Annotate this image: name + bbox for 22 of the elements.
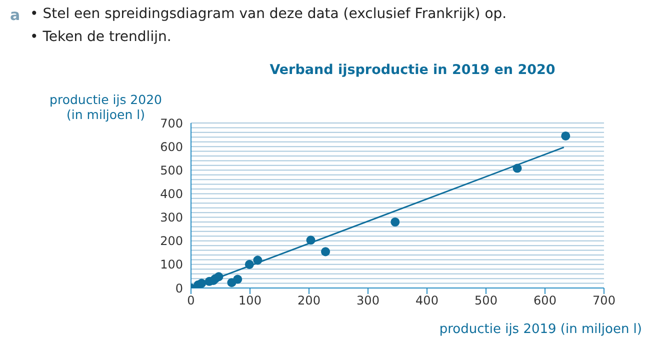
x-tick-label: 700 — [592, 294, 616, 308]
chart-title: Verband ijsproductie in 2019 en 2020 — [268, 62, 556, 78]
y-tick-label: 700 — [160, 116, 183, 130]
y-tick-label: 0 — [175, 281, 183, 296]
y-tick-label: 300 — [160, 210, 183, 225]
y-tick-label: 100 — [160, 258, 183, 272]
x-tick-label: 0 — [187, 294, 195, 308]
x-tick-label: 300 — [356, 294, 380, 308]
x-tick-label: 100 — [238, 294, 262, 308]
text: • Teken de trendlijn. — [30, 29, 172, 45]
y-tick-label: 600 — [160, 140, 183, 154]
x-tick-label: 400 — [416, 294, 438, 308]
text: • Stel een spreidingsdiagram van deze data (exclusief Frankrijk) op. — [30, 6, 507, 22]
text: a — [10, 6, 20, 24]
y-tick-label: 200 — [160, 234, 183, 248]
y-tick-label: 500 — [160, 163, 183, 178]
x-tick-label: 500 — [474, 294, 498, 308]
x-axis-title: productie ijs 2019 (in miljoen l) — [439, 322, 642, 337]
y-tick-label: 400 — [160, 186, 183, 201]
y-axis-title: productie ijs 2020 (in miljoen l) — [50, 92, 162, 122]
x-tick-label: 200 — [298, 294, 320, 308]
x-tick-label: 600 — [534, 294, 556, 308]
